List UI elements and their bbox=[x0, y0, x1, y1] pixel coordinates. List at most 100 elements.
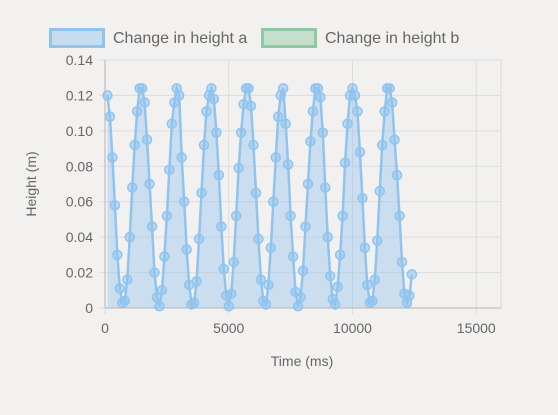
data-point[interactable] bbox=[332, 281, 343, 292]
data-point[interactable] bbox=[248, 139, 259, 151]
data-point[interactable] bbox=[225, 288, 237, 300]
data-point[interactable] bbox=[201, 106, 212, 117]
data-point[interactable] bbox=[112, 249, 123, 261]
data-point[interactable] bbox=[129, 139, 140, 151]
data-point[interactable] bbox=[196, 187, 207, 199]
data-point[interactable] bbox=[250, 187, 262, 199]
data-point[interactable] bbox=[146, 221, 158, 232]
data-point[interactable] bbox=[329, 299, 341, 310]
data-point[interactable] bbox=[317, 127, 329, 138]
data-point[interactable] bbox=[144, 178, 155, 190]
data-point[interactable] bbox=[300, 221, 311, 232]
data-point[interactable] bbox=[126, 182, 138, 193]
data-point[interactable] bbox=[297, 265, 309, 277]
data-point[interactable] bbox=[391, 169, 403, 181]
data-point[interactable] bbox=[295, 292, 306, 303]
legend[interactable]: Change in height a Change in height b bbox=[49, 28, 460, 48]
data-point[interactable] bbox=[124, 231, 135, 243]
data-point[interactable] bbox=[245, 100, 257, 112]
data-point[interactable] bbox=[404, 290, 415, 301]
data-point[interactable] bbox=[324, 270, 336, 282]
data-point[interactable] bbox=[372, 235, 383, 246]
data-point[interactable] bbox=[315, 91, 326, 103]
data-point[interactable] bbox=[104, 111, 116, 122]
data-point[interactable] bbox=[302, 178, 314, 190]
data-point[interactable] bbox=[119, 295, 131, 307]
data-point[interactable] bbox=[394, 210, 405, 222]
data-point[interactable] bbox=[367, 295, 378, 307]
data-point[interactable] bbox=[102, 90, 113, 101]
data-point[interactable] bbox=[233, 162, 244, 174]
data-point[interactable] bbox=[218, 263, 230, 275]
data-point[interactable] bbox=[396, 256, 408, 268]
data-point[interactable] bbox=[273, 111, 284, 122]
data-point[interactable] bbox=[156, 285, 168, 296]
data-point[interactable] bbox=[287, 251, 299, 262]
data-point[interactable] bbox=[131, 106, 143, 117]
data-point[interactable] bbox=[193, 233, 205, 245]
data-point[interactable] bbox=[169, 97, 180, 108]
data-point[interactable] bbox=[362, 279, 373, 291]
data-point[interactable] bbox=[206, 83, 217, 94]
data-point[interactable] bbox=[107, 152, 118, 163]
data-point[interactable] bbox=[369, 274, 381, 285]
data-point[interactable] bbox=[235, 127, 247, 138]
data-point[interactable] bbox=[359, 242, 371, 254]
data-point[interactable] bbox=[270, 152, 282, 163]
legend-item[interactable]: Change in height a bbox=[49, 28, 248, 48]
data-point[interactable] bbox=[280, 118, 291, 130]
data-point[interactable] bbox=[339, 157, 351, 168]
data-point[interactable] bbox=[208, 93, 220, 105]
data-point[interactable] bbox=[154, 300, 165, 312]
data-point[interactable] bbox=[174, 90, 185, 101]
data-point[interactable] bbox=[191, 276, 202, 287]
data-point[interactable] bbox=[265, 242, 277, 254]
data-point[interactable] bbox=[139, 97, 150, 108]
data-point[interactable] bbox=[379, 106, 390, 117]
data-point[interactable] bbox=[178, 196, 190, 207]
data-point[interactable] bbox=[285, 210, 296, 222]
data-point[interactable] bbox=[307, 106, 319, 117]
data-point[interactable] bbox=[211, 127, 222, 138]
data-point[interactable] bbox=[230, 210, 242, 222]
data-point[interactable] bbox=[312, 83, 324, 94]
data-point[interactable] bbox=[320, 182, 331, 193]
data-point[interactable] bbox=[277, 83, 289, 94]
data-point[interactable] bbox=[263, 279, 274, 291]
data-point[interactable] bbox=[141, 134, 153, 145]
data-point[interactable] bbox=[305, 136, 316, 147]
data-point[interactable] bbox=[342, 118, 353, 130]
data-point[interactable] bbox=[223, 300, 234, 312]
data-point[interactable] bbox=[374, 185, 385, 197]
data-point[interactable] bbox=[109, 200, 121, 211]
data-point[interactable] bbox=[213, 169, 225, 181]
data-point[interactable] bbox=[149, 267, 160, 278]
data-point[interactable] bbox=[260, 299, 272, 310]
data-point[interactable] bbox=[253, 233, 264, 245]
data-point[interactable] bbox=[352, 106, 363, 117]
data-point[interactable] bbox=[322, 231, 333, 243]
data-point[interactable] bbox=[389, 134, 400, 145]
data-point[interactable] bbox=[292, 300, 304, 312]
data-point[interactable] bbox=[228, 256, 239, 268]
data-point[interactable] bbox=[354, 146, 366, 158]
legend-item[interactable]: Change in height b bbox=[261, 28, 460, 48]
data-point[interactable] bbox=[188, 297, 200, 308]
data-point[interactable] bbox=[159, 251, 170, 262]
data-point[interactable] bbox=[334, 249, 346, 261]
data-point[interactable] bbox=[349, 90, 361, 101]
data-point[interactable] bbox=[337, 210, 348, 222]
data-point[interactable] bbox=[243, 83, 254, 94]
data-point[interactable] bbox=[384, 83, 395, 94]
data-point[interactable] bbox=[122, 274, 133, 285]
data-point[interactable] bbox=[166, 118, 178, 130]
data-point[interactable] bbox=[176, 152, 187, 163]
data-point[interactable] bbox=[376, 139, 388, 151]
data-point[interactable] bbox=[198, 139, 210, 151]
data-point[interactable] bbox=[161, 210, 173, 222]
data-point[interactable] bbox=[255, 274, 267, 285]
data-point[interactable] bbox=[181, 244, 192, 255]
data-point[interactable] bbox=[386, 97, 398, 108]
data-point[interactable] bbox=[268, 196, 279, 207]
data-point[interactable] bbox=[282, 159, 294, 170]
